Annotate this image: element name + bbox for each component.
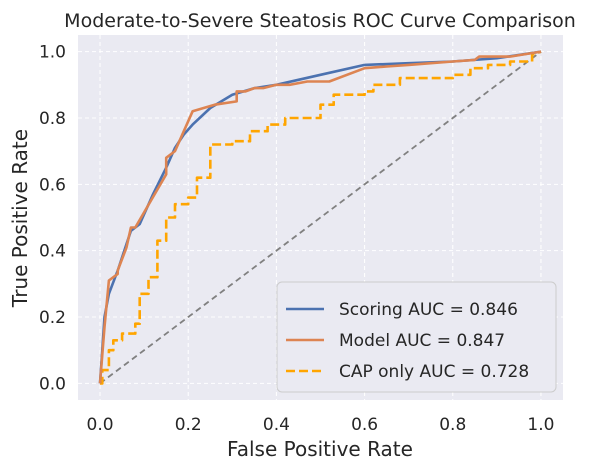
x-tick-label: 0.0	[87, 415, 114, 435]
chance-diagonal-line	[99, 50, 542, 385]
legend-label-model: Model AUC = 0.847	[339, 331, 505, 351]
x-tick-labels: 0.0 0.2 0.4 0.6 0.8 1.0	[87, 415, 555, 435]
x-tick-label: 0.6	[351, 415, 378, 435]
model-roc-line	[98, 50, 542, 384]
y-tick-label: 0.8	[39, 109, 66, 129]
y-tick-label: 1.0	[39, 43, 66, 63]
y-tick-label: 0.0	[39, 374, 66, 394]
x-tick-label: 0.2	[175, 415, 202, 435]
y-axis-label: True Positive Rate	[8, 129, 32, 308]
x-axis-label: False Positive Rate	[227, 437, 413, 461]
y-tick-labels: 0.0 0.2 0.4 0.6 0.8 1.0	[39, 43, 66, 395]
cap-only-roc-line	[100, 50, 542, 385]
series-layer	[98, 50, 542, 385]
x-tick-label: 1.0	[527, 415, 554, 435]
x-tick-label: 0.8	[439, 415, 466, 435]
chart-title: Moderate-to-Severe Steatosis ROC Curve C…	[64, 10, 576, 32]
legend-label-cap: CAP only AUC = 0.728	[339, 362, 529, 382]
legend-label-scoring: Scoring AUC = 0.846	[339, 300, 518, 320]
y-tick-label: 0.2	[39, 308, 66, 328]
y-tick-label: 0.6	[39, 175, 66, 195]
x-tick-label: 0.4	[263, 415, 290, 435]
legend-box	[276, 281, 557, 393]
legend: Scoring AUC = 0.846 Model AUC = 0.847 CA…	[276, 281, 557, 393]
y-tick-label: 0.4	[39, 242, 66, 262]
